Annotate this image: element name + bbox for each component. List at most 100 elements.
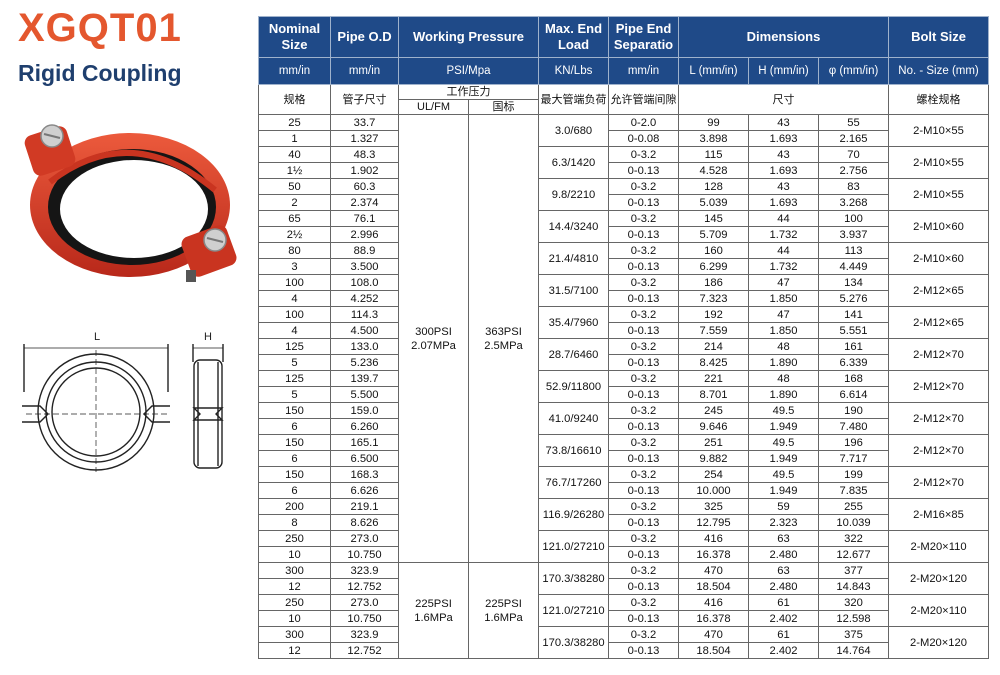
dim-phi-in: 14.843 [817, 578, 890, 595]
table-row: 10 10.750 0-0.13 16.378 2.480 12.677 [258, 546, 989, 563]
nominal-in: 3 [258, 258, 331, 275]
pipe-od-in: 12.752 [330, 642, 399, 659]
ulfm-psi: 225PSI [415, 597, 452, 610]
separation-mm: 0-3.2 [608, 370, 679, 387]
separation-in: 0-0.08 [608, 130, 679, 147]
max-end-load: 116.9/26280 [538, 498, 609, 531]
gb-mpa: 1.6MPa [484, 611, 523, 624]
dim-L-mm: 160 [678, 242, 749, 259]
bolt-size: 2-M12×70 [888, 402, 990, 435]
dim-phi-in: 6.339 [817, 354, 890, 371]
dim-L-in: 6.299 [678, 258, 749, 275]
separation-in: 0-0.13 [608, 482, 679, 499]
bolt-size: 2-M20×120 [888, 626, 990, 659]
dim-L-mm: 251 [678, 434, 749, 451]
table-row: 4 4.252 0-0.13 7.323 1.850 5.276 [258, 290, 989, 307]
table-row: 1½ 1.902 0-0.13 4.528 1.693 2.756 [258, 162, 989, 179]
table-row: 300 323.9 225PSI 1.6MPa 225PSI 1.6MPa 170.3/38… [258, 562, 990, 659]
pipe-od-in: 3.500 [330, 258, 399, 275]
nominal-mm: 80 [258, 242, 331, 259]
pipe-od-mm: 139.7 [330, 370, 399, 387]
separation-in: 0-0.13 [608, 290, 679, 307]
table-row: 80 88.9 21.4/4810 0-3.2 160 44 113 2-M10×60 [258, 242, 990, 275]
dim-L-in: 8.701 [678, 386, 749, 403]
pipe-od-in: 5.236 [330, 354, 399, 371]
nominal-in: 12 [258, 578, 331, 595]
dim-phi-in: 5.276 [817, 290, 890, 307]
bolt-size: 2-M16×85 [888, 498, 990, 531]
table-row: 1 1.327 0-0.08 3.898 1.693 2.165 [258, 130, 989, 147]
table-row: 25 33.7 300PSI 2.07MPa 363PSI 2.5MPa 3.0/680 0-… [258, 114, 990, 563]
spec-table: Nominal Size Pipe O.D Working Pressure M… [258, 16, 990, 659]
dim-phi-in: 12.598 [817, 610, 890, 627]
dim-H-mm: 63 [748, 562, 819, 579]
dim-H-in: 1.949 [748, 418, 819, 435]
max-end-load: 28.7/6460 [538, 338, 609, 371]
coupling-drawing: L H [22, 331, 224, 472]
dim-L-in: 18.504 [678, 642, 749, 659]
unit-phi: φ (mm/in) [817, 57, 890, 85]
bolt-size: 2-M12×70 [888, 338, 990, 371]
pipe-od-mm: 60.3 [330, 178, 399, 195]
table-row: 6 6.260 0-0.13 9.646 1.949 7.480 [258, 418, 989, 435]
pipe-od-in: 6.260 [330, 418, 399, 435]
cn-pipe-od: 管子尺寸 [330, 84, 399, 115]
separation-mm: 0-3.2 [608, 210, 679, 227]
header-pipe-od: Pipe O.D [330, 16, 399, 58]
dim-H-mm: 47 [748, 306, 819, 323]
bolt-size: 2-M20×120 [888, 562, 990, 595]
nominal-mm: 100 [258, 274, 331, 291]
header-dimensions: Dimensions [677, 16, 890, 58]
dim-L-in: 18.504 [678, 578, 749, 595]
drawing-label-H: H [204, 331, 212, 343]
dim-H-mm: 43 [748, 114, 819, 131]
table-row: 8 8.626 0-0.13 12.795 2.323 10.039 [258, 514, 989, 531]
dim-phi-mm: 70 [817, 146, 890, 163]
dim-phi-mm: 134 [817, 274, 890, 291]
separation-in: 0-0.13 [608, 450, 679, 467]
dim-L-mm: 214 [678, 338, 749, 355]
table-row: 300 323.9 170.3/38280 0-3.2 470 61 375 2-M20×12… [258, 626, 990, 659]
cn-gb: 国标 [468, 99, 539, 115]
dim-phi-mm: 161 [817, 338, 890, 355]
table-row: 6 6.626 0-0.13 10.000 1.949 7.835 [258, 482, 989, 499]
separation-in: 0-0.13 [608, 354, 679, 371]
nominal-mm: 150 [258, 434, 331, 451]
nominal-in: 4 [258, 322, 331, 339]
pipe-od-in: 8.626 [330, 514, 399, 531]
separation-mm: 0-3.2 [608, 562, 679, 579]
dim-phi-in: 7.480 [817, 418, 890, 435]
dim-L-mm: 245 [678, 402, 749, 419]
dim-H-in: 1.890 [748, 386, 819, 403]
dim-H-mm: 48 [748, 338, 819, 355]
coupling-photo [24, 124, 237, 282]
cn-bolt: 螺栓规格 [888, 84, 990, 115]
table-row: 5 5.500 0-0.13 8.701 1.890 6.614 [258, 386, 989, 403]
separation-in: 0-0.13 [608, 546, 679, 563]
max-end-load: 41.0/9240 [538, 402, 609, 435]
table-row: 100 108.0 31.5/7100 0-3.2 186 47 134 2-M12×65 [258, 274, 990, 307]
dim-L-mm: 221 [678, 370, 749, 387]
bolt-size: 2-M10×55 [888, 146, 990, 179]
pressure-ulfm-group-1: 300PSI 2.07MPa [398, 114, 469, 563]
table-row: 50 60.3 9.8/2210 0-3.2 128 43 83 2-M10×55 [258, 178, 990, 211]
cn-nominal: 规格 [258, 84, 331, 115]
ulfm-mpa: 1.6MPa [414, 611, 453, 624]
pipe-od-mm: 219.1 [330, 498, 399, 515]
pipe-od-in: 10.750 [330, 610, 399, 627]
pipe-od-in: 1.902 [330, 162, 399, 179]
dim-H-mm: 43 [748, 146, 819, 163]
dim-phi-mm: 199 [817, 466, 890, 483]
cn-dimensions: 尺寸 [677, 84, 890, 115]
nominal-in: 5 [258, 386, 331, 403]
pipe-od-in: 6.626 [330, 482, 399, 499]
dim-phi-in: 2.756 [817, 162, 890, 179]
max-end-load: 76.7/17260 [538, 466, 609, 499]
dim-H-in: 1.850 [748, 290, 819, 307]
nominal-mm: 125 [258, 338, 331, 355]
table-row: 12 12.752 0-0.13 18.504 2.402 14.764 [258, 642, 989, 659]
bolt-size: 2-M10×60 [888, 210, 990, 243]
max-end-load: 14.4/3240 [538, 210, 609, 243]
max-end-load: 170.3/38280 [538, 562, 609, 595]
dim-H-in: 1.693 [748, 162, 819, 179]
